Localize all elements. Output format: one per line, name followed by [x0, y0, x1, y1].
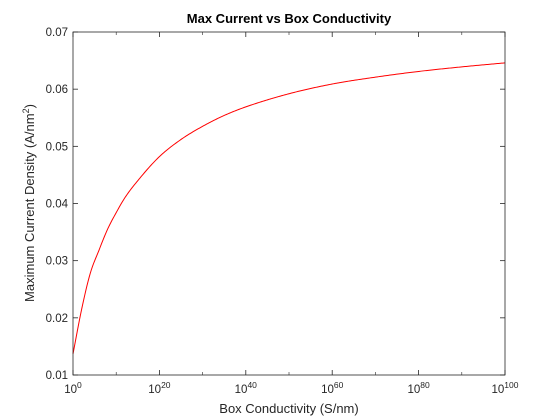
series-line	[72, 62, 506, 354]
x-tick-base: 10	[235, 384, 248, 396]
y-axis-label: Maximum Current Density (A/nm2)	[21, 104, 37, 302]
x-tick-base: 10	[321, 384, 334, 396]
chart-title: Max Current vs Box Conductivity	[187, 11, 392, 26]
y-tick-label: 0.04	[46, 199, 69, 211]
x-tick-exponent: 100	[504, 380, 518, 390]
y-tick-label: 0.05	[46, 141, 68, 153]
y-axis-label-suffix: )	[22, 104, 37, 108]
x-tick-label: 1020	[148, 380, 171, 396]
x-tick-label: 1080	[407, 380, 430, 396]
plot-background	[73, 32, 505, 375]
y-tick-label: 0.07	[46, 27, 68, 39]
series-layer	[72, 62, 506, 354]
x-tick-exponent: 0	[77, 380, 82, 390]
x-tick-exponent: 60	[334, 380, 344, 390]
x-tick-base: 10	[407, 384, 420, 396]
y-axis-label-superscript: 2	[21, 108, 31, 113]
y-tick-label: 0.02	[46, 313, 68, 325]
x-tick-label: 1060	[321, 380, 344, 396]
x-axis-label: Box Conductivity (S/nm)	[219, 401, 358, 416]
x-tick-label: 1040	[235, 380, 258, 396]
x-tick-base: 10	[148, 384, 161, 396]
y-tick-label: 0.01	[46, 370, 68, 382]
y-tick-label: 0.03	[46, 256, 68, 268]
x-tick-label: 100	[64, 380, 82, 396]
x-tick-exponent: 80	[420, 380, 430, 390]
x-tick-exponent: 20	[161, 380, 171, 390]
y-axis-label-main: Maximum Current Density (A/nm	[22, 113, 37, 302]
x-tick-label: 10100	[492, 380, 519, 396]
x-tick-base: 10	[492, 384, 505, 396]
y-tick-label: 0.06	[46, 84, 68, 96]
x-tick-exponent: 40	[247, 380, 257, 390]
x-tick-base: 10	[64, 384, 77, 396]
plot-frame	[72, 31, 506, 376]
